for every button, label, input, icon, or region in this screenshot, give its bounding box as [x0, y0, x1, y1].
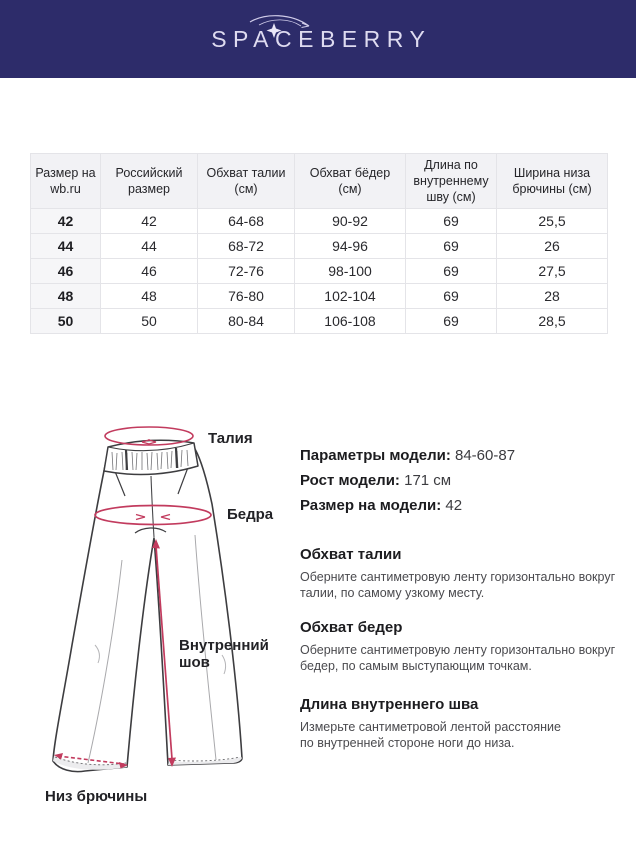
- size-value-cell: 90-92: [294, 208, 406, 234]
- brand-logo: SPACEBERRY: [205, 14, 432, 53]
- brand-header: SPACEBERRY: [0, 0, 636, 78]
- col-size-wb: Размер на wb.ru: [30, 153, 101, 209]
- instruction-inseam-title: Длина внутреннего шва: [300, 696, 479, 713]
- instruction-inseam: Длина внутреннего шва Измерьте сантиметр…: [300, 696, 625, 751]
- hips-label: Бедра: [227, 506, 274, 523]
- size-value-cell: 72-76: [197, 258, 295, 284]
- size-value-cell: 69: [405, 258, 497, 284]
- col-leg-width: Ширина низа брючины (см): [496, 153, 608, 209]
- table-row: 46 46 72-76 98-100 69 27,5: [30, 258, 608, 284]
- size-value-cell: 48: [100, 283, 198, 309]
- size-wb-cell: 42: [30, 208, 101, 234]
- size-value-cell: 42: [100, 208, 198, 234]
- model-info: Параметры модели: 84-60-87 Рост модели: …: [300, 443, 515, 518]
- col-hips: Обхват бёдер (см): [294, 153, 406, 209]
- size-wb-cell: 46: [30, 258, 101, 284]
- instruction-hips-title: Обхват бедер: [300, 619, 403, 636]
- size-value-cell: 28,5: [496, 308, 608, 334]
- instruction-waist-title: Обхват талии: [300, 546, 402, 563]
- inner-seam-label: Внутренний шов: [179, 637, 269, 671]
- size-value-cell: 27,5: [496, 258, 608, 284]
- size-value-cell: 106-108: [294, 308, 406, 334]
- size-value-cell: 98-100: [294, 258, 406, 284]
- model-height-line: Рост модели: 171 см: [300, 468, 515, 493]
- model-size-label: Размер на модели:: [300, 497, 442, 514]
- size-value-cell: 25,5: [496, 208, 608, 234]
- instruction-inseam-text: Измерьте сантиметровой лентой расстояние…: [300, 720, 561, 750]
- size-value-cell: 26: [496, 233, 608, 259]
- size-wb-cell: 44: [30, 233, 101, 259]
- size-value-cell: 69: [405, 233, 497, 259]
- size-wb-cell: 48: [30, 283, 101, 309]
- size-value-cell: 69: [405, 208, 497, 234]
- size-table-header: Размер на wb.ru Российский размер Обхват…: [30, 153, 608, 209]
- table-row: 48 48 76-80 102-104 69 28: [30, 283, 608, 309]
- size-table: Размер на wb.ru Российский размер Обхват…: [30, 153, 608, 334]
- size-value-cell: 50: [100, 308, 198, 334]
- shooting-star-icon: [249, 14, 310, 38]
- size-value-cell: 64-68: [197, 208, 295, 234]
- size-value-cell: 69: [405, 308, 497, 334]
- model-size-line: Размер на модели: 42: [300, 493, 515, 518]
- leg-bottom-label: Низ брючины: [45, 788, 148, 805]
- instruction-waist-text: Оберните сантиметровую ленту горизонталь…: [300, 570, 616, 600]
- waist-label: Талия: [208, 430, 253, 447]
- col-size-ru: Российский размер: [100, 153, 198, 209]
- pants-diagram: [52, 426, 243, 773]
- header-row: Размер на wb.ru Российский размер Обхват…: [30, 153, 608, 209]
- table-row: 44 44 68-72 94-96 69 26: [30, 233, 608, 259]
- size-value-cell: 68-72: [197, 233, 295, 259]
- size-table-body: 42 42 64-68 90-92 69 25,5 44 44 68-72 94-96 69 26 46…: [30, 208, 608, 334]
- size-value-cell: 76-80: [197, 283, 295, 309]
- size-value-cell: 80-84: [197, 308, 295, 334]
- model-size-value: 42: [441, 497, 463, 514]
- table-row: 42 42 64-68 90-92 69 25,5: [30, 208, 608, 234]
- brand-logo-text: SPACEBERRY: [211, 25, 432, 52]
- measure-marks: [57, 426, 212, 765]
- model-params-value: 84-60-87: [450, 447, 516, 464]
- table-row: 50 50 80-84 106-108 69 28,5: [30, 308, 608, 334]
- model-height-value: 171 см: [399, 472, 452, 489]
- size-value-cell: 69: [405, 283, 497, 309]
- size-value-cell: 28: [496, 283, 608, 309]
- size-value-cell: 46: [100, 258, 198, 284]
- instruction-hips-text: Оберните сантиметровую ленту горизонталь…: [300, 643, 616, 673]
- size-value-cell: 102-104: [294, 283, 406, 309]
- model-params-line: Параметры модели: 84-60-87: [300, 443, 515, 468]
- size-value-cell: 44: [100, 233, 198, 259]
- col-waist: Обхват талии (см): [197, 153, 295, 209]
- col-inseam: Длина по внутреннему шву (см): [405, 153, 497, 209]
- model-height-label: Рост модели:: [300, 472, 400, 489]
- size-wb-cell: 50: [30, 308, 101, 334]
- size-value-cell: 94-96: [294, 233, 406, 259]
- instruction-hips: Обхват бедер Оберните сантиметровую лент…: [300, 619, 625, 674]
- model-params-label: Параметры модели:: [300, 447, 451, 464]
- measure-arrowheads: [54, 539, 176, 769]
- instruction-waist: Обхват талии Оберните сантиметровую лент…: [300, 546, 625, 601]
